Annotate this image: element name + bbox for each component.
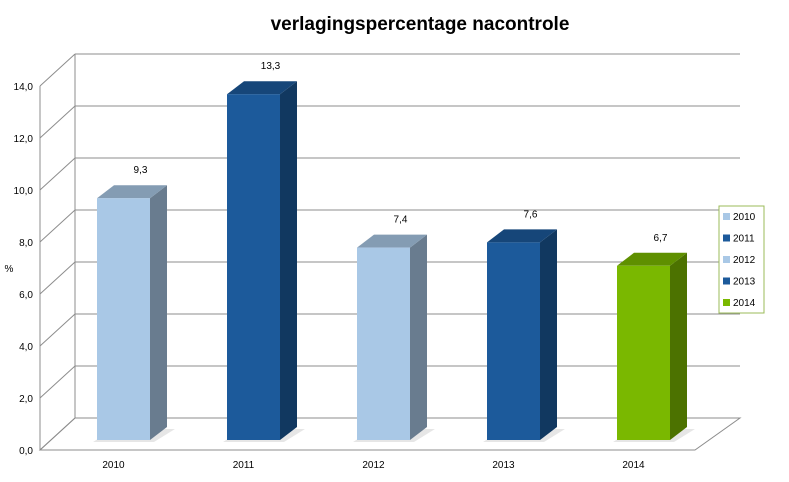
y-tick-label: 0,0 <box>19 446 33 457</box>
bar-top <box>617 252 687 266</box>
y-tick-label: 2,0 <box>19 394 33 405</box>
bar-2014 <box>617 265 670 440</box>
bar-top <box>97 185 167 199</box>
legend-swatch <box>723 299 730 306</box>
x-axis-ticks: 2010 2011 2012 2013 2014 <box>102 460 645 471</box>
bar-side <box>150 185 167 440</box>
y-tick-label: 6,0 <box>19 290 33 301</box>
bar-side <box>670 252 687 440</box>
legend-swatch <box>723 213 730 220</box>
y-tick-label: 4,0 <box>19 342 33 353</box>
legend-entry: 2012 <box>733 255 756 266</box>
y-tick-label: 10,0 <box>14 186 34 197</box>
data-label: 9,3 <box>134 165 148 176</box>
gridline-side <box>39 365 76 399</box>
legend-entry: 2011 <box>733 234 755 245</box>
bar-2010 <box>97 198 150 440</box>
bar-2012 <box>357 247 410 440</box>
legend-entry: 2013 <box>733 277 756 288</box>
data-label: 6,7 <box>654 233 668 244</box>
y-tick-label: 8,0 <box>19 238 33 249</box>
data-label: 7,4 <box>394 215 408 226</box>
chart-title: verlagingspercentage nacontrole <box>271 14 570 35</box>
bars: 9,3 13,3 7,4 7,6 6,7 <box>93 61 695 442</box>
x-tick-label: 2010 <box>102 460 125 471</box>
bar-2013 <box>487 242 540 440</box>
bar-side <box>280 81 297 440</box>
y-axis-ticks: 0,0 2,0 4,0 6,0 8,0 10,0 12,0 14,0 <box>14 82 34 457</box>
bar-top <box>357 234 427 248</box>
data-label: 7,6 <box>524 209 538 220</box>
x-tick-label: 2014 <box>622 460 645 471</box>
gridline-side <box>39 105 76 139</box>
gridline-side <box>39 53 76 87</box>
legend-entry: 2014 <box>733 298 756 309</box>
bar-top <box>227 81 297 95</box>
legend-swatch <box>723 256 730 263</box>
y-axis-label: % <box>5 264 14 275</box>
gridline-side <box>39 157 76 191</box>
legend-swatch <box>723 234 730 242</box>
bar-side <box>540 229 557 440</box>
y-tick-label: 12,0 <box>14 134 34 145</box>
x-tick-label: 2013 <box>492 460 515 471</box>
legend-entry: 2010 <box>733 212 756 223</box>
y-tick-label: 14,0 <box>14 82 34 93</box>
gridline-side <box>39 261 76 295</box>
legend-swatch <box>723 277 730 285</box>
x-tick-label: 2011 <box>233 460 255 471</box>
bar-2011 <box>227 94 280 440</box>
data-label: 13,3 <box>261 61 281 72</box>
legend: 2010 2011 2012 2013 2014 <box>718 205 765 314</box>
bar-side <box>410 234 427 440</box>
gridline-side <box>39 313 76 347</box>
chart-floor <box>38 417 742 451</box>
bar-top <box>487 229 557 243</box>
gridline-side <box>39 209 76 243</box>
x-tick-label: 2012 <box>362 460 385 471</box>
